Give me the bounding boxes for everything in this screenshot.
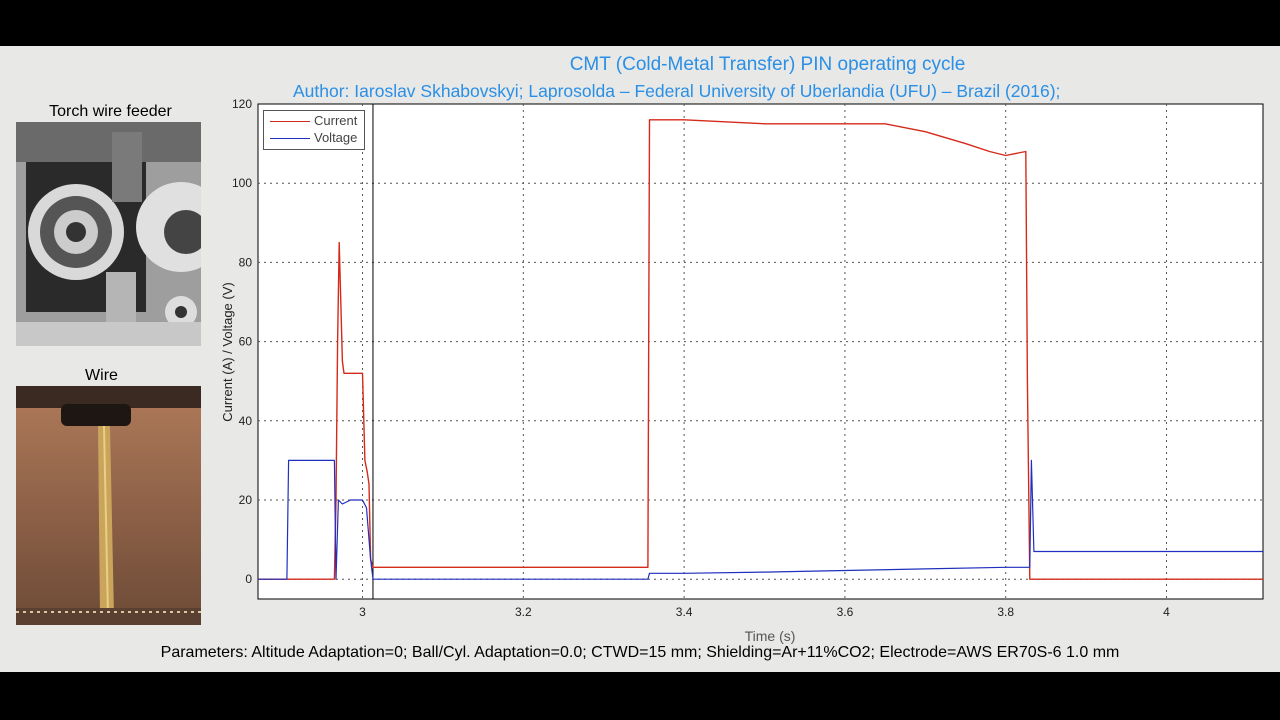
author-line: Author: Iaroslav Skhabovskyi; Laprosolda… — [293, 81, 1061, 101]
y-tick-labels: 0 20 40 60 80 100 120 — [232, 97, 252, 586]
series-current-line — [258, 119, 1263, 580]
feeder-photo-art — [16, 122, 201, 346]
series-voltage-line — [258, 459, 1263, 580]
legend-swatch-current — [270, 121, 310, 122]
y-tick-label: 120 — [232, 97, 252, 111]
x-tick-label: 3.6 — [837, 605, 854, 619]
chart-title: CMT (Cold-Metal Transfer) PIN operating … — [569, 54, 966, 75]
x-axis-label: Time (s) — [745, 628, 796, 644]
y-tick-label: 80 — [239, 255, 253, 269]
feeder-photo — [16, 122, 201, 346]
x-tick-labels: 3 3.2 3.4 3.6 3.8 4 — [359, 605, 1170, 619]
legend-label-current: Current — [314, 113, 358, 128]
x-tick-label: 3 — [359, 605, 366, 619]
chart-legend: Current Voltage — [263, 110, 365, 150]
x-tick-label: 3.2 — [515, 605, 532, 619]
legend-label-voltage: Voltage — [314, 130, 358, 145]
y-tick-label: 40 — [239, 414, 253, 428]
legend-item-current: Current — [268, 113, 362, 129]
grid-lines — [258, 104, 1263, 599]
wire-photo-art — [16, 386, 201, 625]
legend-swatch-voltage — [270, 138, 310, 139]
x-tick-label: 4 — [1163, 605, 1170, 619]
plot-frame — [257, 103, 1264, 600]
photo-label-feeder: Torch wire feeder — [49, 103, 172, 120]
wire-photo — [16, 386, 201, 625]
y-tick-label: 0 — [245, 572, 252, 586]
photo-label-wire: Wire — [85, 367, 118, 384]
y-tick-label: 20 — [239, 493, 253, 507]
parameters-line: Parameters: Altitude Adaptation=0; Ball/… — [160, 644, 1120, 661]
legend-item-voltage: Voltage — [268, 130, 362, 146]
x-tick-label: 3.8 — [997, 605, 1014, 619]
y-tick-label: 60 — [239, 335, 253, 349]
y-axis-label: Current (A) / Voltage (V) — [220, 282, 235, 421]
x-tick-label: 3.4 — [676, 605, 693, 619]
y-tick-label: 100 — [232, 176, 252, 190]
